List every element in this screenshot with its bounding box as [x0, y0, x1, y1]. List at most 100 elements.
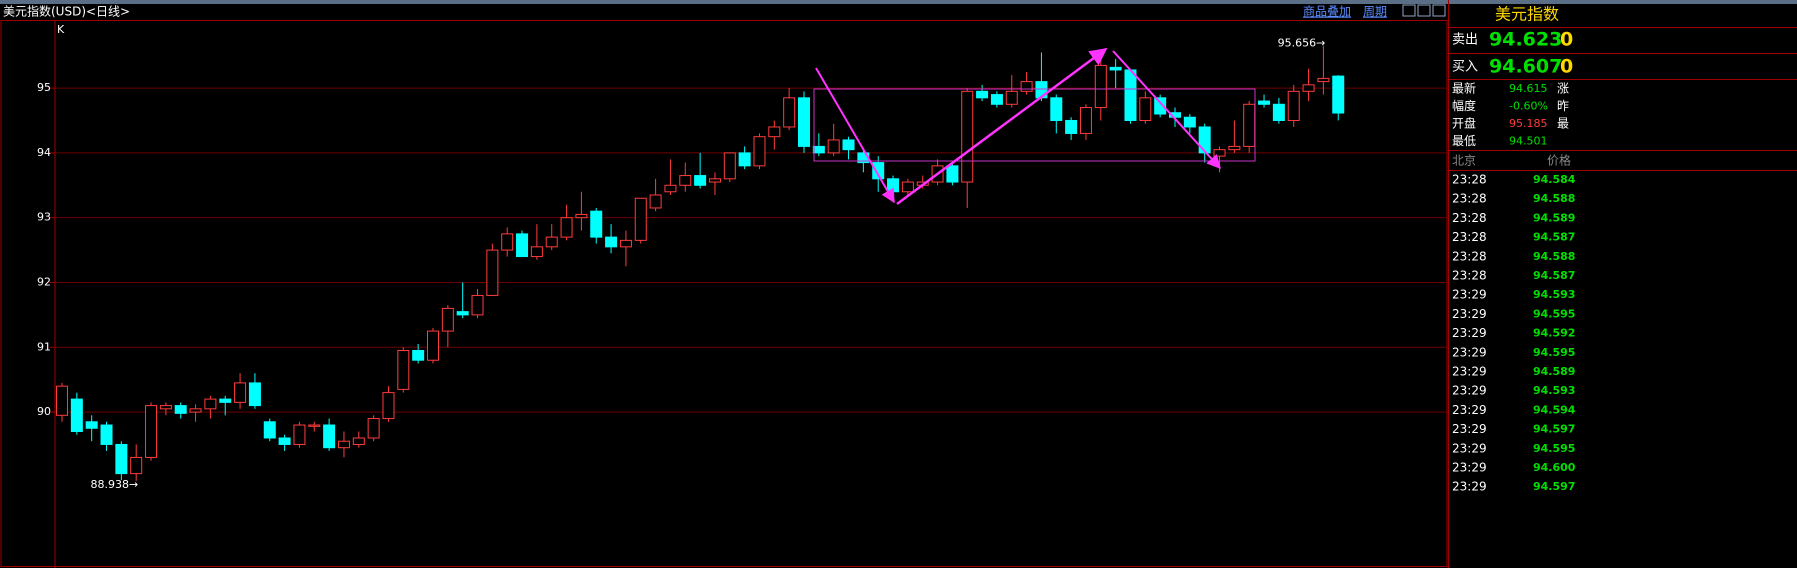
window-strip	[0, 0, 1797, 4]
candle-body	[1079, 107, 1092, 134]
candle-body	[738, 152, 751, 167]
tick-price: 94.594	[1533, 403, 1576, 416]
candle-body	[961, 90, 974, 183]
candle-body	[1213, 149, 1226, 157]
tick-time: 23:29	[1452, 403, 1487, 417]
tick-time: 23:28	[1452, 211, 1487, 225]
tick-time: 23:29	[1452, 461, 1487, 475]
y-tick-label: 95	[37, 81, 51, 94]
trend-arrow	[815, 67, 895, 204]
tick-price: 94.589	[1533, 211, 1575, 224]
candle-body	[679, 175, 692, 186]
candle-body	[783, 97, 796, 128]
candle-body	[619, 239, 632, 248]
y-tick-label: 93	[37, 211, 51, 224]
tick-price: 94.595	[1533, 346, 1575, 359]
candle-body	[560, 217, 573, 238]
y-tick-label: 91	[37, 340, 51, 353]
tick-time: 23:28	[1452, 173, 1487, 187]
tick-price: 94.588	[1533, 192, 1575, 205]
candle-body	[427, 330, 439, 361]
overlay-link[interactable]: 商品叠加	[1303, 4, 1351, 19]
candle-body	[367, 418, 380, 439]
candle-body	[293, 424, 306, 445]
candle-body	[248, 382, 261, 407]
candle-body	[827, 139, 840, 154]
tick-time: 23:28	[1452, 192, 1487, 206]
candle-body	[1317, 77, 1330, 83]
candle-body	[1005, 90, 1018, 105]
tick-price: 94.587	[1533, 231, 1575, 244]
sell-price: 94.623	[1489, 29, 1562, 51]
candle-body	[308, 424, 321, 427]
candle-body	[1109, 66, 1122, 71]
tick-price: 94.587	[1533, 269, 1575, 282]
candle-body	[1332, 75, 1345, 114]
candle-body	[115, 443, 128, 475]
candle-body	[634, 197, 647, 241]
tick-time: 23:29	[1452, 384, 1487, 398]
candle-body	[1169, 112, 1181, 118]
quote-label: 涨	[1557, 81, 1569, 96]
candle-body	[887, 178, 900, 193]
trend-arrow	[1112, 50, 1221, 170]
quote-label: 最	[1557, 117, 1569, 131]
tick-price: 94.597	[1533, 480, 1575, 493]
candle-body	[516, 233, 529, 258]
candle-body	[85, 421, 98, 429]
quote-label: 开盘	[1452, 116, 1476, 131]
candle-body	[159, 405, 172, 410]
trend-arrow	[896, 47, 1108, 206]
candle-body	[100, 424, 113, 445]
y-tick-label: 90	[37, 405, 51, 418]
candle-body	[352, 437, 365, 445]
quote-label: 最低	[1452, 134, 1476, 148]
candle-body	[1228, 145, 1241, 151]
candle-body	[872, 162, 885, 180]
quote-label: 最新	[1452, 81, 1476, 96]
tick-time: 23:29	[1452, 307, 1487, 321]
tick-time: 23:29	[1452, 480, 1487, 494]
window-title: 美元指数(USD)<日线>	[3, 4, 130, 19]
buy-tail: 0	[1560, 56, 1573, 78]
candle-body	[397, 350, 410, 390]
candle-body	[1065, 119, 1078, 134]
candle-body	[694, 175, 707, 186]
candle-body	[1302, 84, 1315, 92]
candle-body	[842, 139, 855, 151]
candle-body	[1258, 100, 1271, 105]
corner-label: K	[57, 23, 65, 36]
candle-body	[990, 94, 1003, 105]
candle-body	[323, 424, 336, 449]
quote-value: -0.60%	[1509, 100, 1548, 113]
candle-body	[1287, 90, 1300, 121]
candle-body	[664, 184, 677, 193]
candle-body	[278, 437, 291, 445]
tick-time: 23:29	[1452, 441, 1487, 455]
candle-body	[1272, 103, 1285, 121]
buy-label: 买入	[1452, 60, 1478, 75]
candle-body	[1139, 97, 1152, 121]
tick-price: 94.595	[1533, 442, 1575, 455]
candle-body	[234, 382, 247, 403]
candle-body	[812, 145, 825, 154]
candle-body	[590, 210, 603, 238]
candle-body	[1243, 103, 1256, 147]
buy-price: 94.607	[1489, 56, 1562, 78]
y-tick-label: 92	[37, 275, 51, 288]
candle-body	[219, 398, 232, 403]
tick-time: 23:28	[1452, 249, 1487, 263]
candle-body	[130, 456, 143, 475]
candle-body	[412, 350, 425, 361]
tick-price: 94.600	[1533, 461, 1576, 474]
window-buttons[interactable]	[1402, 4, 1446, 17]
candle-body	[605, 236, 618, 248]
candle-body	[768, 126, 781, 138]
tick-price: 94.595	[1533, 307, 1575, 320]
candle-body	[753, 136, 766, 167]
period-link[interactable]: 周期	[1363, 5, 1387, 19]
tick-price: 94.584	[1533, 173, 1576, 186]
tick-price: 94.593	[1533, 288, 1575, 301]
